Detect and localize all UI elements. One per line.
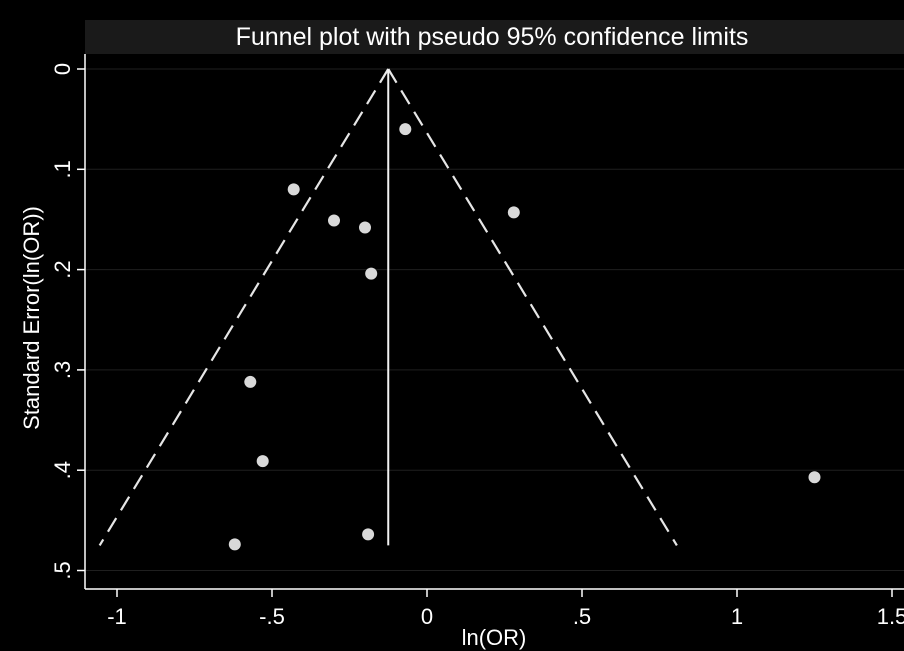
study-point bbox=[244, 375, 257, 388]
study-point bbox=[359, 221, 371, 234]
study-point bbox=[328, 214, 340, 227]
chart-title: Funnel plot with pseudo 95% confidence l… bbox=[236, 23, 749, 51]
axes bbox=[84, 54, 904, 590]
gridlines bbox=[85, 68, 904, 571]
x-tick-label: -1 bbox=[107, 604, 127, 629]
funnel-confidence-limits bbox=[98, 68, 678, 546]
title-band bbox=[85, 20, 904, 54]
study-point bbox=[287, 183, 300, 196]
x-tick-label: 1 bbox=[731, 604, 743, 629]
x-tick-label: 0 bbox=[421, 604, 433, 629]
study-point bbox=[365, 267, 378, 280]
x-axis-label: ln(OR) bbox=[462, 625, 527, 650]
y-tick-label: .4 bbox=[50, 461, 75, 479]
study-point bbox=[228, 538, 241, 551]
study-point bbox=[256, 455, 269, 468]
x-tick-label: -.5 bbox=[259, 604, 285, 629]
funnel-left-limit bbox=[98, 68, 390, 546]
y-tick-label: .2 bbox=[50, 260, 75, 278]
study-point bbox=[808, 471, 821, 484]
x-tick-label: 1.5 bbox=[877, 604, 904, 629]
y-tick-label: .1 bbox=[50, 160, 75, 178]
x-tick-label: .5 bbox=[573, 604, 591, 629]
y-axis-ticks: 0 .1 .2 .3 .4 .5 bbox=[50, 63, 85, 580]
y-tick-label: .3 bbox=[50, 361, 75, 379]
y-axis-label: Standard Error(ln(OR)) bbox=[19, 206, 44, 430]
y-tick-label: 0 bbox=[50, 63, 75, 75]
x-axis-ticks: -1 -.5 0 .5 1 1.5 bbox=[107, 589, 904, 629]
funnel-right-limit bbox=[387, 68, 678, 546]
study-point bbox=[399, 123, 412, 136]
study-points bbox=[228, 123, 821, 551]
study-point bbox=[507, 206, 520, 219]
y-tick-label: .5 bbox=[50, 561, 75, 579]
study-point bbox=[362, 528, 375, 541]
